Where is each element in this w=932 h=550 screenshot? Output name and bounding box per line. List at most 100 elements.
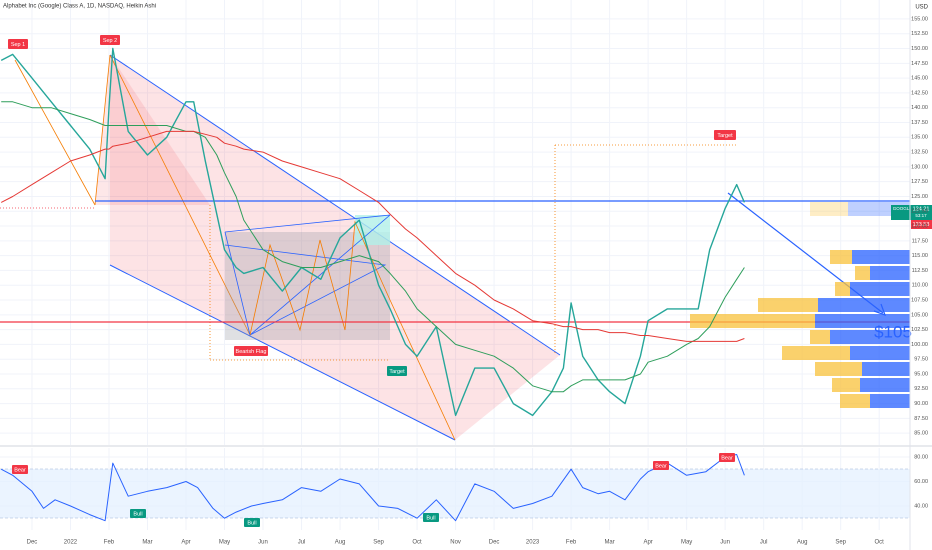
x-tick-label: May	[219, 540, 230, 546]
x-tick-label: Sep	[373, 540, 384, 546]
series-line	[0, 47, 746, 417]
y-tick-label: 112.50	[912, 268, 928, 274]
y-tick-label: 147.50	[911, 61, 928, 67]
x-tick-label: Feb	[104, 540, 115, 546]
annotation: Bull	[247, 520, 256, 526]
label-bg	[719, 453, 735, 462]
x-tick-label: Oct	[875, 540, 885, 546]
x-tick-label: Jun	[258, 540, 268, 546]
y-tick-label: 120.00	[911, 224, 928, 230]
x-tick-label: Dec	[489, 540, 500, 546]
x-tick-label: Jun	[720, 540, 730, 546]
x-tick-label: Mar	[604, 540, 614, 546]
x-tick-label: Jul	[298, 540, 306, 546]
y-tick-label: 90.00	[914, 401, 928, 407]
annotation: Sep 1	[11, 42, 25, 48]
x-tick-label: Apr	[643, 540, 652, 546]
target-line	[389, 299, 456, 441]
label-bg	[911, 220, 932, 229]
y-axis-label: USD	[915, 5, 928, 11]
series-line	[0, 130, 745, 342]
y-tick-label: 152.50	[911, 31, 928, 37]
wedge-line	[109, 54, 251, 336]
x-tick-label: Nov	[450, 540, 461, 546]
y-tick-label: 142.50	[911, 90, 928, 96]
annotation: 123.53	[913, 222, 930, 228]
x-tick-label: Aug	[797, 540, 808, 546]
x-tick-label: Feb	[566, 540, 577, 546]
x-tick-label: 2023	[526, 540, 540, 546]
y-tick-label: 85.00	[914, 431, 928, 437]
wedge-line	[94, 54, 111, 206]
x-tick-label: Aug	[335, 540, 346, 546]
annotation: GOOGL	[893, 206, 910, 211]
x-tick-label: Dec	[27, 540, 38, 546]
label-bg	[891, 205, 911, 220]
annotation: Bearish Flag	[236, 349, 267, 355]
x-tick-label: 2022	[64, 540, 78, 546]
y-tick-label: 145.00	[911, 76, 928, 82]
y-tick-label: 150.00	[911, 46, 928, 52]
y-tick-label: 115.00	[912, 253, 928, 259]
y-tick-label: 105.00	[911, 312, 928, 318]
x-tick-label: Jul	[760, 540, 768, 546]
volume-profile	[690, 202, 910, 408]
y-tick-label: 102.50	[911, 327, 928, 333]
label-bg	[714, 130, 736, 140]
y-tick-label: 117.50	[912, 238, 928, 244]
y-tick-label: 40.00	[914, 503, 928, 509]
x-tick-label: Mar	[142, 540, 152, 546]
annotation: 53:17	[915, 213, 927, 218]
annotation: Target	[717, 133, 733, 139]
y-tick-label: 122.50	[911, 209, 928, 215]
label-bg	[8, 39, 28, 49]
x-tick-label: Oct	[412, 540, 422, 546]
flag-zigzag	[249, 220, 391, 336]
channel-bottom	[109, 264, 456, 441]
y-tick-label: 132.50	[911, 150, 928, 156]
label-bg	[387, 366, 407, 376]
label-bg	[423, 513, 439, 522]
y-tick-label: 137.50	[911, 120, 928, 126]
y-tick-label: 155.00	[911, 16, 928, 22]
annotation: $105	[874, 322, 912, 341]
annotation: Bear	[14, 467, 26, 473]
annotation: Bull	[133, 511, 142, 517]
x-tick-label: Apr	[181, 540, 190, 546]
label-bg	[130, 509, 146, 518]
y-tick-label: 80.00	[914, 454, 928, 460]
label-bg	[244, 518, 260, 527]
label-bg	[653, 461, 669, 470]
y-tick-label: 140.00	[911, 105, 928, 111]
wedge-fill	[95, 55, 210, 205]
flag-triangle	[224, 244, 387, 336]
annotation: Bull	[426, 515, 435, 521]
data-layer	[0, 47, 746, 522]
series-line	[0, 454, 745, 522]
x-tick-label: May	[681, 540, 692, 546]
y-tick-label: 60.00	[914, 479, 928, 485]
y-tick-label: 110.00	[912, 283, 928, 289]
y-tick-label: 127.50	[911, 179, 928, 185]
chart-title: Alphabet Inc (Google) Class A, 1D, NASDA…	[3, 4, 156, 10]
label-bg	[12, 465, 28, 474]
y-tick-label: 125.00	[911, 194, 928, 200]
flag-triangle	[224, 214, 392, 336]
y-tick-label: 135.00	[911, 135, 928, 141]
label-bg	[100, 35, 120, 45]
y-tick-label: 87.50	[914, 416, 928, 422]
grid-layer	[0, 0, 910, 530]
annotation: 124.21	[913, 206, 930, 212]
label-bg	[911, 205, 932, 220]
annotation: Sep 2	[103, 38, 117, 44]
label-bg	[234, 346, 268, 356]
y-tick-label: 97.50	[914, 357, 928, 363]
y-tick-label: 107.50	[911, 297, 928, 303]
annotation: Bear	[721, 455, 733, 461]
y-tick-label: 100.00	[911, 342, 928, 348]
annotation: Target	[389, 369, 405, 375]
y-tick-label: 130.00	[911, 164, 928, 170]
y-tick-label: 95.00	[914, 371, 928, 377]
annotation: Bear	[655, 463, 667, 469]
